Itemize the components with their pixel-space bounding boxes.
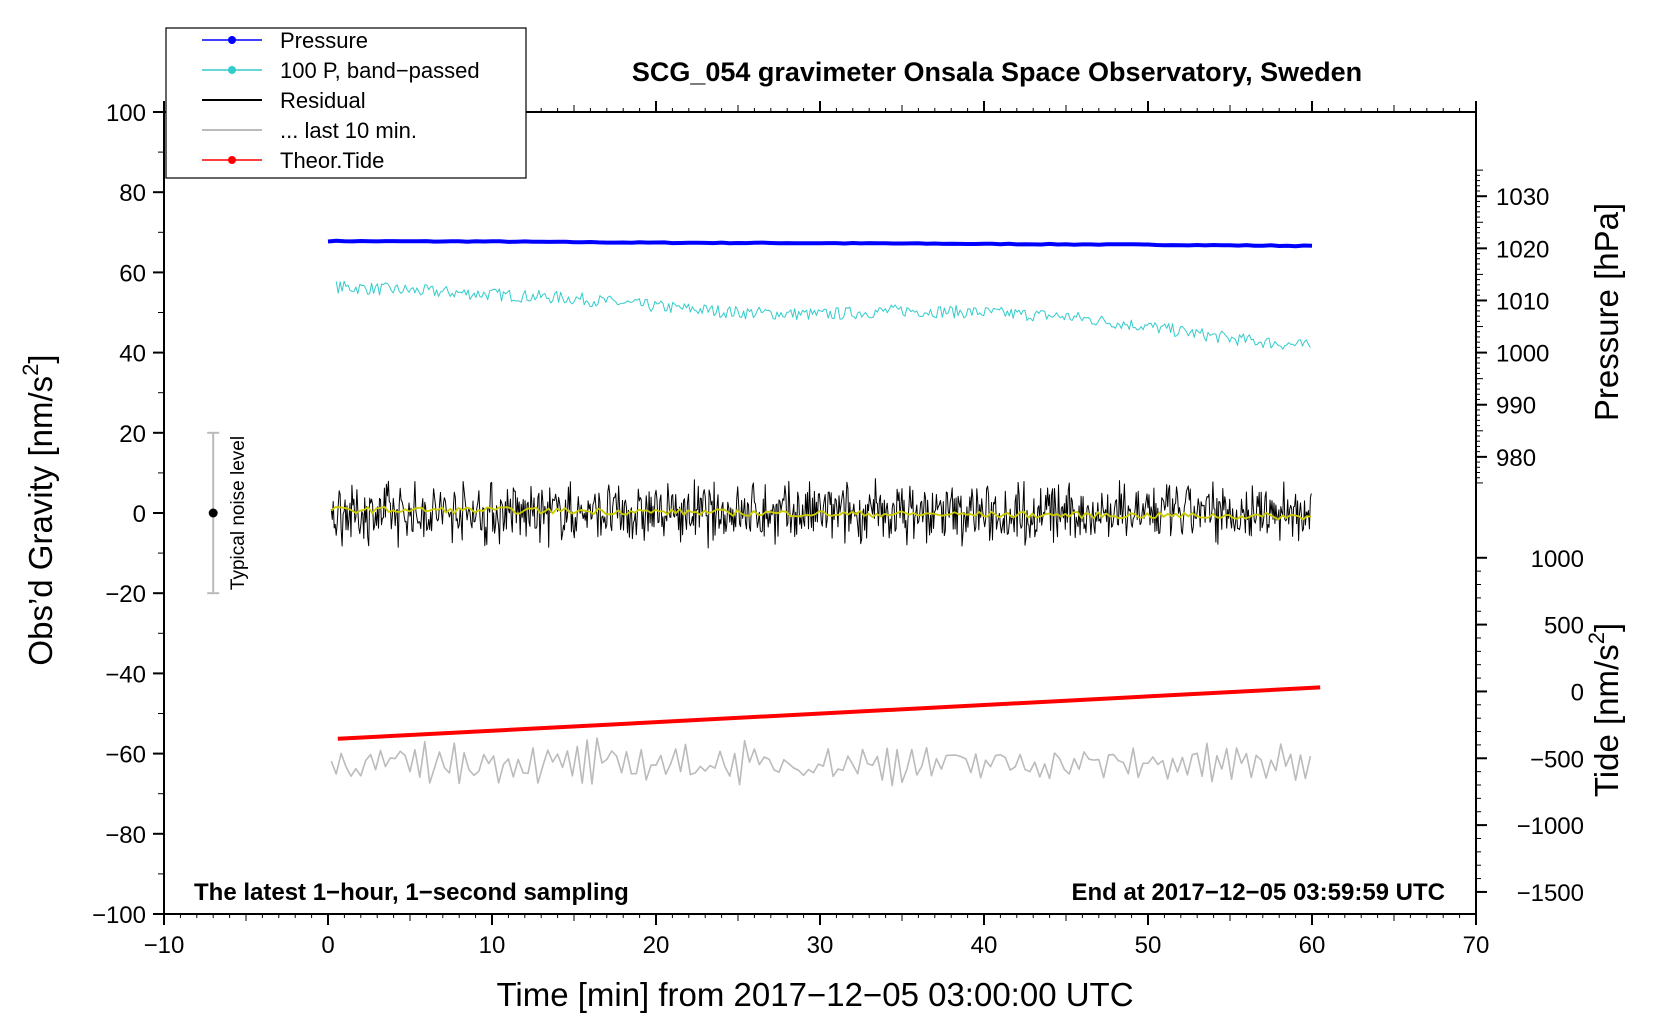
annotation-left: The latest 1−hour, 1−second sampling (194, 879, 629, 906)
x-tick-label: −10 (144, 932, 185, 959)
series-residual-smoothed (330, 506, 1312, 521)
legend-label-theor-tide: Theor.Tide (280, 148, 384, 173)
y-axis-left-title-close: ] (22, 354, 59, 363)
y-axis-left-title: Obs’d Gravity [nm/s2] (18, 354, 59, 665)
series-layer (327, 238, 1321, 787)
y-tick-label: 60 (119, 260, 146, 287)
x-tick-label: 60 (1299, 932, 1326, 959)
tide-axis: −1500 −1000 −500 0 500 1000 (1476, 546, 1584, 907)
tide-tick-label: −1500 (1517, 880, 1584, 907)
x-tick-label: 20 (643, 932, 670, 959)
legend-marker-theor-tide (228, 156, 236, 164)
y-axis-left: −100 −80 −60 −40 −20 0 20 40 60 80 100 (92, 100, 164, 929)
noise-label: Typical noise level (228, 436, 249, 590)
tide-tick-label: −500 (1530, 746, 1584, 773)
y-axis-left-title-main: Obs’d Gravity [nm/s (22, 376, 59, 666)
pressure-axis: 980 990 1000 1010 1020 1030 (1476, 169, 1549, 484)
x-tick-label: 30 (807, 932, 834, 959)
legend-label-pressure: Pressure (280, 28, 368, 53)
y-tick-label: −100 (92, 902, 146, 929)
y-tick-label: −60 (105, 742, 146, 769)
chart-title: SCG_054 gravimeter Onsala Space Observat… (632, 57, 1362, 87)
tide-tick-label: −1000 (1517, 813, 1584, 840)
x-tick-label: 50 (1135, 932, 1162, 959)
tide-tick-label: 500 (1544, 613, 1584, 640)
pressure-tick-label: 1020 (1496, 236, 1549, 263)
pressure-tick-label: 980 (1496, 445, 1536, 472)
x-axis: −10 0 10 20 30 40 50 60 70 (144, 101, 1490, 959)
tide-axis-title-close: ] (1588, 623, 1625, 632)
legend-marker-pressure (228, 36, 236, 44)
noise-indicator: Typical noise level (207, 431, 249, 595)
y-tick-label: 20 (119, 421, 146, 448)
y-tick-label: 100 (106, 100, 146, 127)
series-100-p-band-passed (335, 280, 1311, 350)
x-axis-title: Time [min] from 2017−12−05 03:00:00 UTC (496, 976, 1133, 1013)
tide-tick-label: 1000 (1531, 546, 1584, 573)
noise-center-dot (208, 508, 218, 518)
x-tick-label: 70 (1463, 932, 1490, 959)
legend: Pressure 100 P, band−passed Residual ... la… (165, 27, 527, 179)
legend-marker-100-p-band-passed (228, 66, 236, 74)
y-tick-label: −80 (105, 822, 146, 849)
legend-label-last-10-min: ... last 10 min. (280, 118, 417, 143)
tide-axis-title-sup: 2 (1584, 632, 1609, 644)
tide-axis-title: Tide [nm/s2] (1584, 623, 1625, 797)
y-tick-label: 40 (119, 341, 146, 368)
series-last-10-min (330, 737, 1312, 787)
annotation-right: End at 2017−12−05 03:59:59 UTC (1071, 879, 1445, 906)
legend-label-residual: Residual (280, 88, 366, 113)
tide-tick-label: 0 (1571, 679, 1584, 706)
series-pressure (327, 238, 1313, 249)
pressure-tick-label: 1030 (1496, 184, 1549, 211)
tide-axis-title-main: Tide [nm/s (1588, 644, 1625, 797)
x-tick-label: 0 (321, 932, 334, 959)
x-tick-label: 10 (479, 932, 506, 959)
x-tick-label: 40 (971, 932, 998, 959)
series-theor-tide (337, 685, 1321, 741)
pressure-axis-title: Pressure [hPa] (1588, 203, 1625, 421)
legend-box (165, 27, 527, 179)
pressure-tick-label: 990 (1496, 393, 1536, 420)
y-tick-label: 80 (119, 180, 146, 207)
series-residual (330, 478, 1312, 549)
legend-label-100-p-band-passed: 100 P, band−passed (280, 58, 480, 83)
y-tick-label: −40 (105, 661, 146, 688)
pressure-tick-label: 1000 (1496, 341, 1549, 368)
y-axis-left-title-sup: 2 (18, 364, 43, 376)
pressure-tick-label: 1010 (1496, 288, 1549, 315)
y-tick-label: −20 (105, 581, 146, 608)
y-tick-label: 0 (133, 501, 146, 528)
